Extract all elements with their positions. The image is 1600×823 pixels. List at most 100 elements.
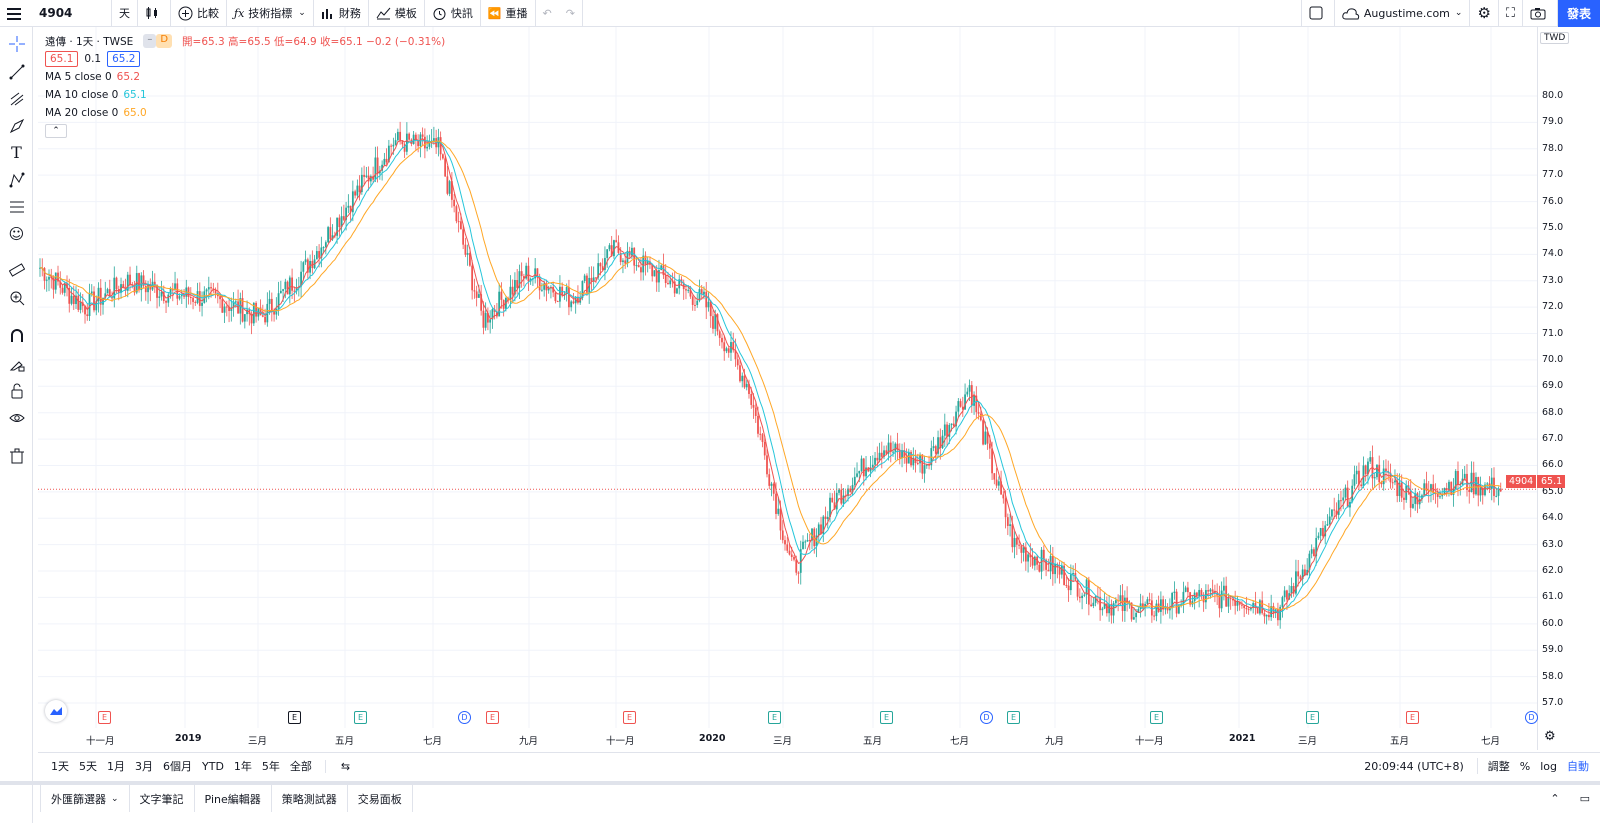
compare-button[interactable]: 比較 [171, 0, 227, 27]
strategy-tester-tab[interactable]: 策略測試器 [272, 785, 348, 812]
collapse-panel-button[interactable]: ⌃ [1540, 785, 1569, 812]
candle-body [1481, 487, 1484, 496]
time-tick: 三月 [248, 736, 268, 747]
lock-drawing-icon[interactable] [6, 353, 27, 374]
range-3m[interactable]: 3月 [135, 760, 153, 773]
zoom-in-icon[interactable] [6, 287, 27, 308]
interval-button[interactable]: 天 [112, 0, 138, 27]
ruler-icon[interactable] [6, 259, 27, 280]
event-marker[interactable]: E [1150, 711, 1163, 724]
emoji-icon[interactable]: ☺ [8, 224, 25, 243]
event-marker[interactable]: E [354, 711, 367, 724]
symbol-search[interactable]: 4904 [32, 0, 112, 27]
indicators-button[interactable]: ƒx 技術指標 ⌄ [227, 0, 314, 27]
range-5d[interactable]: 5天 [79, 760, 97, 773]
trash-icon[interactable] [6, 445, 27, 466]
candle-body [876, 457, 879, 461]
time-tick: 七月 [950, 736, 970, 747]
ma5-legend[interactable]: MA 5 close 0 65.2 [45, 68, 445, 86]
forecast-icon[interactable] [6, 196, 27, 217]
event-marker[interactable]: E [880, 711, 893, 724]
adjust-toggle[interactable]: 調整 [1476, 758, 1515, 774]
settings-button[interactable]: ⚙ [1470, 0, 1499, 27]
forex-screener-tab[interactable]: 外匯篩選器 ⌄ [40, 785, 130, 812]
chart-type-button[interactable] [138, 0, 171, 27]
axis-settings-button[interactable]: ⚙ [1544, 729, 1556, 744]
price-chart[interactable] [38, 27, 1538, 750]
event-marker[interactable]: E [623, 711, 636, 724]
symbol-title[interactable]: 遠傳 · 1天 · TWSE [45, 35, 134, 48]
candle-body [1306, 569, 1309, 576]
event-marker[interactable]: D [458, 711, 471, 724]
undo-button[interactable]: ↶ [536, 0, 559, 27]
trading-panel-tab[interactable]: 交易面板 [348, 785, 413, 812]
event-marker[interactable]: D [1525, 711, 1538, 724]
pine-editor-tab[interactable]: Pine編輯器 [195, 785, 272, 812]
publish-button[interactable]: 發表 [1558, 0, 1600, 27]
templates-button[interactable]: 模板 [369, 0, 425, 27]
range-ytd[interactable]: YTD [202, 759, 224, 773]
maximize-panel-button[interactable]: ▭ [1570, 785, 1600, 812]
price-axis[interactable]: TWD 80.0 79.0 78.0 77.0 76.0 75.0 74.0 73.0 72.0… [1537, 27, 1600, 750]
text-icon[interactable]: T [11, 143, 22, 162]
event-marker[interactable]: E [288, 711, 301, 724]
eye-icon[interactable] [6, 407, 27, 428]
event-marker[interactable]: E [1406, 711, 1419, 724]
candle-body [907, 451, 910, 464]
candle-body [1164, 607, 1167, 610]
candle-body [610, 245, 613, 257]
candle-body [878, 452, 881, 461]
clock-display[interactable]: 20:09:44 (UTC+8) [1364, 759, 1464, 773]
bid-price[interactable]: 65.1 [45, 51, 79, 67]
unlock-icon[interactable] [6, 380, 27, 401]
event-marker[interactable]: E [1007, 711, 1020, 724]
pattern-icon[interactable] [6, 169, 27, 190]
collapse-legend-button[interactable]: ⌃ [45, 124, 67, 138]
event-marker[interactable]: E [98, 711, 111, 724]
trend-line-icon[interactable] [6, 61, 27, 82]
price-tick: 59.0 [1542, 644, 1564, 656]
account-button[interactable]: Augustime.com ⌄ [1335, 0, 1471, 27]
redo-button[interactable]: ↷ [559, 0, 583, 27]
hamburger-icon [7, 7, 21, 20]
menu-button[interactable] [0, 0, 32, 27]
ma10-legend[interactable]: MA 10 close 0 65.1 [45, 86, 445, 104]
brush-icon[interactable] [6, 115, 27, 136]
candle-body [356, 185, 359, 196]
ma20-legend[interactable]: MA 20 close 0 65.0 [45, 104, 445, 122]
currency-button[interactable]: TWD [1540, 32, 1570, 44]
range-5y[interactable]: 5年 [261, 760, 280, 773]
fullscreen-button[interactable]: ⛶ [1499, 0, 1523, 27]
goto-date-button[interactable]: ⇆ [324, 759, 360, 773]
candle-body [966, 391, 969, 395]
crosshair-icon[interactable] [6, 33, 27, 54]
auto-toggle[interactable]: 自動 [1567, 760, 1589, 773]
event-marker[interactable]: D [980, 711, 993, 724]
candle-body [329, 227, 332, 240]
screenshot-button[interactable] [1523, 0, 1558, 27]
log-toggle[interactable]: log [1540, 759, 1557, 773]
event-marker[interactable]: E [1306, 711, 1319, 724]
range-1m[interactable]: 1月 [107, 760, 125, 773]
range-6m[interactable]: 6個月 [163, 760, 192, 773]
layout-button[interactable] [1300, 0, 1335, 27]
text-notes-tab[interactable]: 文字筆記 [130, 785, 195, 812]
candle-body [1281, 597, 1284, 607]
candle-body [115, 277, 118, 290]
alert-button[interactable]: 快訊 [425, 0, 481, 27]
time-axis[interactable]: 十一月 2019 三月 五月 七月 九月 十一月 2020 三月 五月 七月 九月 十一月 2021 三月 五… [38, 728, 1537, 750]
range-1y[interactable]: 1年 [233, 760, 252, 773]
magnet-icon[interactable] [6, 325, 27, 346]
tradingview-logo-icon[interactable] [45, 700, 67, 722]
pitchfork-icon[interactable] [6, 88, 27, 109]
financials-button[interactable]: 財務 [314, 0, 369, 27]
range-all[interactable]: 全部 [289, 760, 312, 773]
event-marker[interactable]: E [768, 711, 781, 724]
ask-price[interactable]: 65.2 [107, 51, 141, 67]
replay-button[interactable]: ⏪ 重播 [481, 0, 536, 27]
event-marker[interactable]: E [486, 711, 499, 724]
range-1d[interactable]: 1天 [51, 760, 69, 773]
percent-toggle[interactable]: % [1519, 759, 1531, 773]
candle-body [763, 441, 766, 456]
candle-body [1434, 493, 1437, 495]
